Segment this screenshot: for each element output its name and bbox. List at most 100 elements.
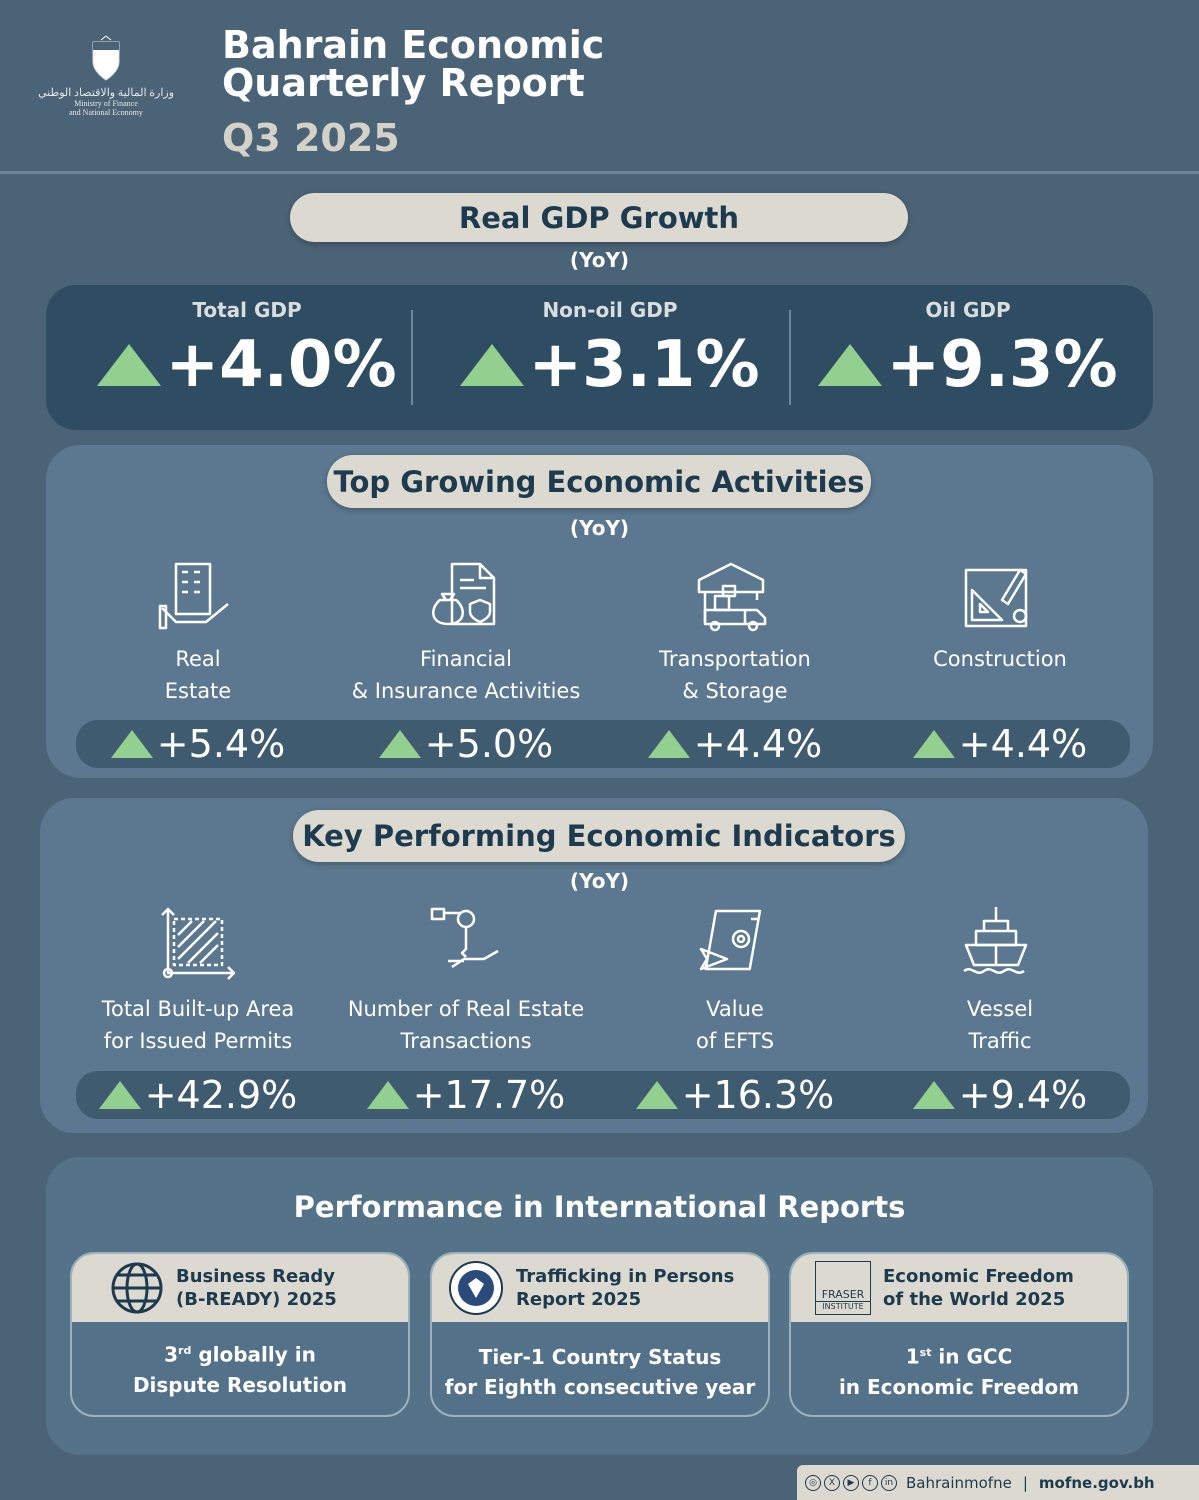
instagram-icon[interactable]: ◎: [805, 1474, 821, 1491]
value-text: +5.0%: [424, 722, 554, 766]
ship-icon: [963, 907, 1028, 974]
logo-text-2: INSTITUTE: [816, 1301, 870, 1311]
activities-yoy-label: (YoY): [569, 516, 630, 540]
item-label: Construction: [865, 643, 1135, 675]
activities-item: Construction: [865, 560, 1135, 675]
report-period: Q3 2025: [222, 116, 400, 160]
up-arrow-icon: [460, 344, 525, 386]
gdp-title-pill: Real GDP Growth: [290, 193, 908, 242]
item-label: Financial & Insurance Activities: [331, 643, 601, 707]
building-hand-icon: [158, 562, 229, 630]
up-arrow-icon: [635, 1081, 678, 1109]
activities-item: Financial & Insurance Activities: [331, 560, 601, 707]
rank: 1: [905, 1344, 920, 1369]
card-body-2: in Economic Freedom: [838, 1374, 1080, 1399]
item-value: +4.4%: [600, 720, 870, 768]
up-arrow-icon: [366, 1081, 409, 1109]
gdp-value: +3.1%: [528, 328, 760, 402]
indicators-item: Value of EFTS: [600, 905, 870, 1057]
website-link[interactable]: mofne.gov.bh: [1038, 1473, 1155, 1492]
gdp-yoy-label: (YoY): [569, 248, 630, 272]
gdp-value: +9.3%: [886, 328, 1118, 402]
card-title: Trafficking in Persons: [516, 1266, 735, 1287]
value-text: +4.4%: [693, 722, 823, 766]
footer: ◎ X ▶ f in Bahrainmofne | mofne.gov.bh: [797, 1465, 1199, 1500]
gdp-label: Oil GDP: [925, 298, 1011, 322]
item-value: +9.4%: [865, 1071, 1135, 1119]
item-label: Number of Real Estate Transactions: [331, 993, 601, 1057]
header-divider: [0, 171, 1199, 174]
x-icon[interactable]: X: [824, 1474, 840, 1491]
gdp-panel: Total GDP +4.0% Non-oil GDP +3.1% Oil GDP +…: [46, 285, 1153, 430]
ministry-logo: وزارة المالية والاقتصاد الوطني Ministry …: [36, 34, 176, 117]
item-value: +17.7%: [331, 1071, 601, 1119]
divider: [411, 310, 413, 405]
card-economic-freedom: FRASER INSTITUTE Economic Freedom of the W…: [789, 1252, 1129, 1417]
item-label: Value of EFTS: [600, 993, 870, 1057]
warehouse-truck-icon: [697, 562, 767, 632]
item-label-line-1: Number of Real Estate: [347, 997, 585, 1021]
item-label-line-2: of EFTS: [695, 1029, 775, 1053]
item-label: Vessel Traffic: [865, 993, 1135, 1057]
item-label-line-2: Traffic: [968, 1029, 1032, 1053]
item-label-line-1: Total Built-up Area: [101, 997, 295, 1021]
up-arrow-icon: [912, 1081, 955, 1109]
item-label-line-1: Vessel: [966, 997, 1034, 1021]
indicators-item: Total Built-up Area for Issued Permits: [63, 905, 333, 1057]
item-label-line-1: Value: [706, 997, 764, 1021]
youtube-icon[interactable]: ▶: [843, 1474, 859, 1491]
title-line-2: Quarterly Report: [222, 61, 585, 105]
gdp-label: Non-oil GDP: [542, 298, 678, 322]
indicators-item: Number of Real Estate Transactions: [331, 905, 601, 1057]
indicators-title-pill: Key Performing Economic Indicators: [293, 810, 905, 862]
gdp-non-oil: Non-oil GDP +3.1%: [430, 285, 790, 402]
item-label: Transportation & Storage: [600, 643, 870, 707]
card-body-2: Dispute Resolution: [132, 1372, 348, 1397]
key-hand-icon: [430, 907, 499, 969]
item-label-line-2: & Storage: [682, 679, 788, 703]
card-b-ready: Business Ready (B-READY) 2025 3rd globall…: [70, 1252, 410, 1417]
globe-icon: [111, 1262, 163, 1314]
title-line-1: Bahrain Economic: [222, 23, 605, 67]
item-label-line-2: for Issued Permits: [103, 1029, 293, 1053]
logo-text-english: Ministry of Finance: [74, 99, 138, 108]
up-arrow-icon: [98, 1081, 141, 1109]
card-body: in GCC: [931, 1344, 1013, 1369]
up-arrow-icon: [378, 730, 421, 758]
activities-title-pill: Top Growing Economic Activities: [327, 455, 871, 508]
indicators-item: Vessel Traffic: [865, 905, 1135, 1057]
facebook-icon[interactable]: f: [862, 1474, 878, 1491]
value-text: +5.4%: [156, 722, 286, 766]
item-value: +5.4%: [63, 720, 333, 768]
social-handle[interactable]: Bahrainmofne: [906, 1473, 1012, 1492]
card-body-2: for Eighth consecutive year: [444, 1375, 756, 1399]
value-text: +17.7%: [412, 1073, 566, 1117]
fraser-institute-logo: FRASER INSTITUTE: [815, 1261, 871, 1315]
area-measure-icon: [161, 907, 236, 980]
money-bag-document-icon: [432, 562, 496, 626]
item-value: +42.9%: [63, 1071, 333, 1119]
gdp-oil: Oil GDP +9.3%: [788, 285, 1148, 402]
money-transfer-icon: [699, 909, 762, 971]
linkedin-icon[interactable]: in: [881, 1474, 897, 1491]
logo-text-english-2: and National Economy: [69, 108, 143, 117]
item-value: +4.4%: [865, 720, 1135, 768]
up-arrow-icon: [110, 730, 153, 758]
item-label: Total Built-up Area for Issued Permits: [63, 993, 333, 1057]
value-text: +4.4%: [958, 722, 1088, 766]
gdp-label: Total GDP: [192, 298, 302, 322]
activities-item: Transportation & Storage: [600, 560, 870, 707]
up-arrow-icon: [912, 730, 955, 758]
item-label-line-2: & Insurance Activities: [351, 679, 581, 703]
rank: 3: [164, 1342, 179, 1367]
card-title: Business Ready: [176, 1266, 335, 1287]
item-label-line-2: Estate: [164, 679, 232, 703]
state-department-seal-icon: [449, 1261, 503, 1315]
item-label-line-1: Transportation: [659, 647, 811, 671]
rank-suffix: rd: [178, 1344, 192, 1357]
report-title: Bahrain Economic Quarterly Report: [222, 26, 604, 102]
value-text: +42.9%: [144, 1073, 298, 1117]
blueprint-icon: [964, 568, 1028, 628]
rank-suffix: st: [919, 1346, 932, 1359]
value-text: +16.3%: [681, 1073, 835, 1117]
